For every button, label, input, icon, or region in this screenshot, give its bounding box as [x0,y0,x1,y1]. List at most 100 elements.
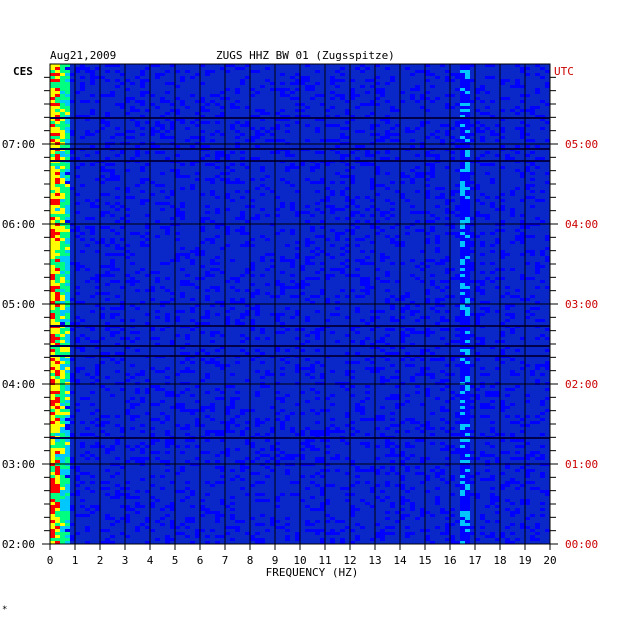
spectrogram-cell [50,154,55,157]
spectrogram-cell [140,133,145,136]
spectrogram-cell [370,199,375,202]
spectrogram-cell [515,85,520,88]
spectrogram-cell [50,310,55,313]
spectrogram-cell [505,481,510,484]
spectrogram-cell [65,472,70,475]
spectrogram-cell [180,118,185,121]
spectrogram-cell [535,457,540,460]
spectrogram-cell [530,184,535,187]
spectrogram-cell [155,388,160,391]
spectrogram-cell [280,292,285,295]
spectrogram-cell [50,304,55,307]
spectrogram-cell [280,283,285,286]
spectrogram-cell [330,370,335,373]
spectrogram-cell [370,328,375,331]
spectrogram-cell [530,106,535,109]
spectrogram-cell [430,541,435,544]
spectrogram-cell [50,286,55,289]
spectrogram-cell [115,220,120,223]
spectrogram-cell [110,229,115,232]
spectrogram-cell [535,415,540,418]
spectrogram-cell [385,217,390,220]
spectrogram-cell [95,367,100,370]
y-right-tick-label: 03:00 [565,298,598,311]
spectrogram-cell [75,403,80,406]
spectrogram-cell [200,349,205,352]
spectrogram-cell [90,328,95,331]
spectrogram-cell [500,145,505,148]
spectrogram-cell [360,412,365,415]
spectrogram-cell [115,175,120,178]
spectrogram-cell [345,424,350,427]
spectrogram-cell [65,67,70,70]
spectrogram-cell [490,163,495,166]
spectrogram-cell [215,226,220,229]
spectrogram-cell [410,379,415,382]
spectrogram-cell [345,244,350,247]
spectrogram-cell [60,247,65,250]
spectrogram-cell [515,439,520,442]
spectrogram-cell [280,118,285,121]
spectrogram-cell [430,85,435,88]
spectrogram-cell [380,157,385,160]
spectrogram-cell [165,112,170,115]
spectrogram-cell [425,241,430,244]
spectrogram-cell [60,280,65,283]
spectrogram-cell [75,490,80,493]
spectrogram-cell [250,445,255,448]
spectrogram-cell [455,274,460,277]
spectrogram-cell [500,403,505,406]
spectrogram-cell [395,403,400,406]
spectrogram-cell [130,397,135,400]
spectrogram-cell [415,100,420,103]
spectrogram-cell [50,100,55,103]
spectrogram-cell [510,157,515,160]
spectrogram-cell [275,127,280,130]
spectrogram-cell [225,229,230,232]
spectrogram-cell [280,115,285,118]
spectrogram-cell [515,508,520,511]
spectrogram-cell [425,64,430,67]
spectrogram-cell [120,328,125,331]
spectrogram-cell [175,319,180,322]
spectrogram-cell [445,538,450,541]
spectrogram-cell [235,100,240,103]
spectrogram-cell [365,163,370,166]
spectrogram-cell [370,310,375,313]
spectrogram-cell [480,406,485,409]
spectrogram-cell [140,235,145,238]
spectrogram-cell [455,319,460,322]
spectrogram-cell [55,70,60,73]
spectrogram-cell [460,247,465,250]
spectrogram-cell [370,487,375,490]
spectrogram-cell [455,124,460,127]
spectrogram-cell [405,526,410,529]
spectrogram-cell [255,418,260,421]
spectrogram-cell [170,340,175,343]
spectrogram-cell [400,307,405,310]
spectrogram-cell [420,94,425,97]
spectrogram-cell [535,319,540,322]
spectrogram-cell [50,433,55,436]
spectrogram-cell [340,154,345,157]
spectrogram-cell [345,169,350,172]
spectrogram-cell [455,184,460,187]
spectrogram-cell [435,130,440,133]
spectrogram-cell [50,391,55,394]
spectrogram-cell [295,538,300,541]
spectrogram-cell [375,151,380,154]
spectrogram-cell [60,301,65,304]
spectrogram-cell [520,100,525,103]
spectrogram-cell [385,526,390,529]
spectrogram-cell [540,334,545,337]
spectrogram-cell [525,67,530,70]
spectrogram-cell [410,130,415,133]
spectrogram-cell [195,445,200,448]
spectrogram-cell [180,268,185,271]
spectrogram-cell [255,289,260,292]
spectrogram-cell [320,430,325,433]
spectrogram-cell [320,199,325,202]
spectrogram-cell [310,88,315,91]
spectrogram-cell [55,379,60,382]
spectrogram-cell [445,268,450,271]
